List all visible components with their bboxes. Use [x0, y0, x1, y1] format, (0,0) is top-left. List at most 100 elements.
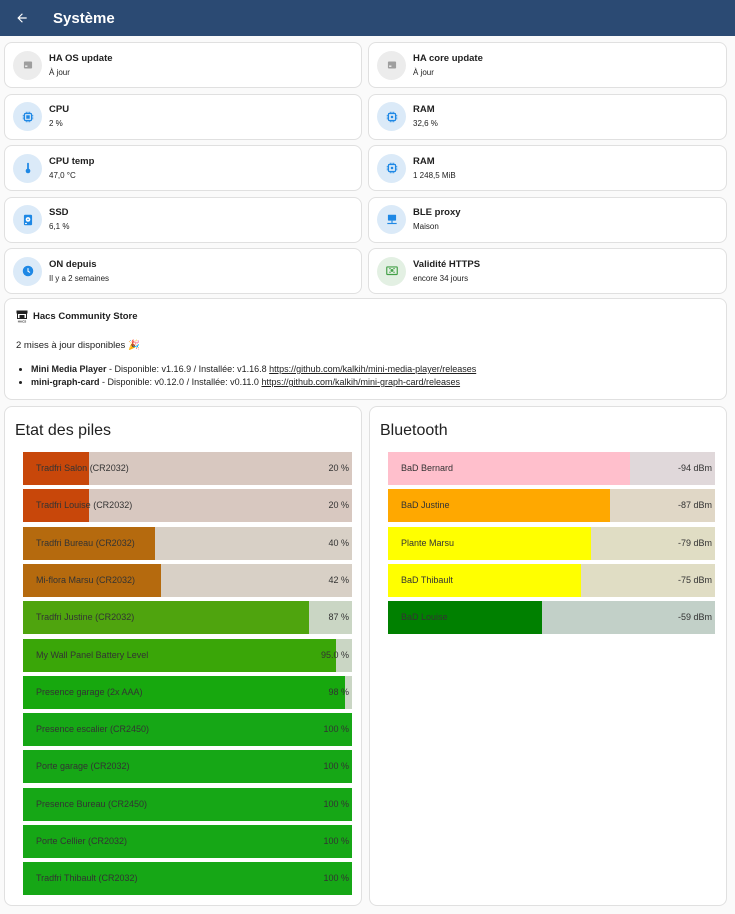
- tile-state: 2 %: [49, 119, 63, 128]
- battery-bar-value: 100 %: [323, 836, 349, 846]
- hacs-update-list: Mini Media Player - Disponible: v1.16.9 …: [31, 363, 476, 389]
- tile-state: À jour: [49, 67, 70, 77]
- tile-state: Maison: [413, 222, 439, 231]
- tile-name: CPU temp: [49, 155, 95, 167]
- battery-bar-value: 42 %: [328, 574, 349, 585]
- store-icon: HACS: [16, 310, 28, 323]
- bluetooth-bar-label: BaD Louise: [401, 612, 448, 623]
- package-icon: [13, 50, 42, 80]
- battery-bar-fill: [23, 452, 89, 485]
- battery-bar[interactable]: Porte Cellier (CR2032) 100 %: [23, 825, 352, 858]
- tile-name: HA OS update: [49, 52, 113, 64]
- cpu-icon: [13, 102, 42, 131]
- tile-ble-proxy[interactable]: BLE proxy Maison: [368, 196, 727, 243]
- tile-on-depuis[interactable]: ON depuis Il y a 2 semaines: [4, 248, 362, 294]
- hacs-header: HACS Hacs Community Store: [16, 310, 138, 323]
- battery-bar-label: Tradfri Bureau (CR2032): [36, 537, 135, 548]
- tile-name: ON depuis: [49, 258, 97, 270]
- battery-bar-label: Presence garage (2x AAA): [36, 686, 143, 697]
- battery-bar-fill: [23, 713, 352, 747]
- battery-bar[interactable]: Presence Bureau (CR2450) 100 %: [23, 787, 352, 821]
- battery-bar[interactable]: Tradfri Salon (CR2032) 20 %: [23, 452, 352, 485]
- battery-bar[interactable]: Tradfri Justine (CR2032) 87 %: [23, 601, 352, 635]
- update-name: mini-graph-card: [31, 377, 100, 387]
- tile-name: RAM: [413, 155, 435, 167]
- tile-state: encore 34 jours: [413, 273, 469, 283]
- bluetooth-bar-label: BaD Thibault: [401, 574, 453, 585]
- battery-bar-label: Tradfri Louise (CR2032): [36, 500, 133, 511]
- tile-ha-os-update[interactable]: HA OS update À jour: [4, 42, 362, 88]
- bluetooth-bar-label: Plante Marsu: [401, 537, 455, 548]
- battery-card-title: Etat des piles: [15, 422, 112, 439]
- bluetooth-bar-value: -94 dBm: [677, 463, 712, 473]
- tile-ssd[interactable]: SSD 6,1 %: [4, 196, 362, 243]
- tile-name: HA core update: [413, 52, 483, 64]
- hacs-update-item: mini-graph-card - Disponible: v0.12.0 / …: [31, 376, 476, 389]
- bluetooth-bar-fill: [388, 563, 581, 597]
- battery-bar-value: 100 %: [323, 798, 349, 809]
- battery-bar-fill: [23, 638, 336, 672]
- bluetooth-bar[interactable]: BaD Thibault -75 dBm: [388, 563, 715, 597]
- battery-bar-label: Porte garage (CR2032): [36, 761, 130, 772]
- top-app-bar: Système: [0, 0, 735, 36]
- page-title: Système: [53, 9, 115, 27]
- battery-bar[interactable]: Tradfri Thibault (CR2032) 100 %: [23, 862, 352, 896]
- battery-bar-label: Presence escalier (CR2450): [36, 724, 150, 735]
- tile-name: Validité HTTPS: [413, 258, 481, 270]
- bluetooth-bar[interactable]: BaD Louise -59 dBm: [388, 601, 715, 635]
- hacs-card: HACS Hacs Community Store 2 mises à jour…: [4, 298, 727, 400]
- battery-bar[interactable]: Tradfri Bureau (CR2032) 40 %: [23, 526, 352, 560]
- tile-ha-core-update[interactable]: HA core update À jour: [368, 42, 727, 88]
- tile-state: Il y a 2 semaines: [49, 273, 110, 283]
- tile-name: SSD: [49, 207, 69, 218]
- tile-ram[interactable]: RAM 1 248,5 MiB: [368, 145, 727, 191]
- tile-ram[interactable]: RAM 32,6 %: [368, 93, 727, 140]
- bluetooth-bar-fill: [388, 489, 611, 523]
- battery-bar-fill: [23, 489, 89, 523]
- bluetooth-bar[interactable]: BaD Justine -87 dBm: [388, 489, 715, 523]
- battery-bar-label: Porte Cellier (CR2032): [36, 836, 128, 846]
- battery-bar-fill: [23, 862, 352, 896]
- update-versions: - Disponible: v1.16.9 / Installée: v1.16…: [106, 364, 270, 374]
- clock-icon: [13, 256, 42, 286]
- battery-bar-fill: [23, 563, 162, 597]
- battery-bar-label: Presence Bureau (CR2450): [36, 798, 148, 809]
- tile-cpu[interactable]: CPU 2 %: [4, 93, 362, 140]
- bluetooth-bar-value: -59 dBm: [677, 612, 712, 623]
- battery-bar[interactable]: Porte garage (CR2032) 100 %: [23, 750, 352, 784]
- hacs-message: 2 mises à jour disponibles 🎉: [16, 340, 140, 351]
- battery-bar-label: Tradfri Salon (CR2032): [36, 463, 129, 473]
- tile-state: À jour: [413, 67, 434, 77]
- bluetooth-bar-value: -79 dBm: [677, 537, 712, 548]
- svg-text:HACS: HACS: [18, 320, 27, 324]
- battery-bar-label: Tradfri Thibault (CR2032): [36, 873, 138, 884]
- release-link[interactable]: https://github.com/kalkih/mini-media-pla…: [269, 364, 477, 374]
- bluetooth-bar-fill: [388, 601, 542, 635]
- battery-bar-fill: [23, 675, 346, 709]
- battery-bar[interactable]: My Wall Panel Battery Level 95.0 %: [23, 638, 352, 672]
- back-button[interactable]: [2, 0, 42, 36]
- battery-bar-value: 100 %: [323, 724, 349, 735]
- tile-name: BLE proxy: [413, 207, 461, 218]
- battery-bar[interactable]: Presence garage (2x AAA) 98 %: [23, 675, 352, 709]
- tile-state: 32,6 %: [413, 119, 438, 128]
- battery-bar-label: Tradfri Justine (CR2032): [36, 612, 135, 623]
- update-versions: - Disponible: v0.12.0 / Installée: v0.11…: [99, 377, 262, 387]
- battery-bar-fill: [23, 787, 352, 821]
- tile-name: RAM: [413, 104, 435, 115]
- release-link[interactable]: https://github.com/kalkih/mini-graph-car…: [261, 377, 461, 387]
- battery-bar-label: My Wall Panel Battery Level: [36, 649, 149, 660]
- battery-card: Etat des piles Tradfri Salon (CR2032) 20 …: [4, 406, 362, 906]
- battery-bar[interactable]: Mi-flora Marsu (CR2032) 42 %: [23, 563, 352, 597]
- tile-cpu-temp[interactable]: CPU temp 47,0 °C: [4, 145, 362, 191]
- hacs-title: Hacs Community Store: [33, 311, 138, 322]
- memory-icon: [377, 102, 406, 131]
- bluetooth-bar[interactable]: Plante Marsu -79 dBm: [388, 526, 715, 560]
- battery-bar-value: 95.0 %: [320, 649, 349, 660]
- tile-validit-https[interactable]: Validité HTTPS encore 34 jours: [368, 248, 727, 294]
- tile-state: 47,0 °C: [49, 170, 76, 180]
- certificate-icon: [377, 256, 406, 286]
- bluetooth-bar[interactable]: BaD Bernard -94 dBm: [388, 452, 715, 485]
- battery-bar[interactable]: Presence escalier (CR2450) 100 %: [23, 713, 352, 747]
- battery-bar[interactable]: Tradfri Louise (CR2032) 20 %: [23, 489, 352, 523]
